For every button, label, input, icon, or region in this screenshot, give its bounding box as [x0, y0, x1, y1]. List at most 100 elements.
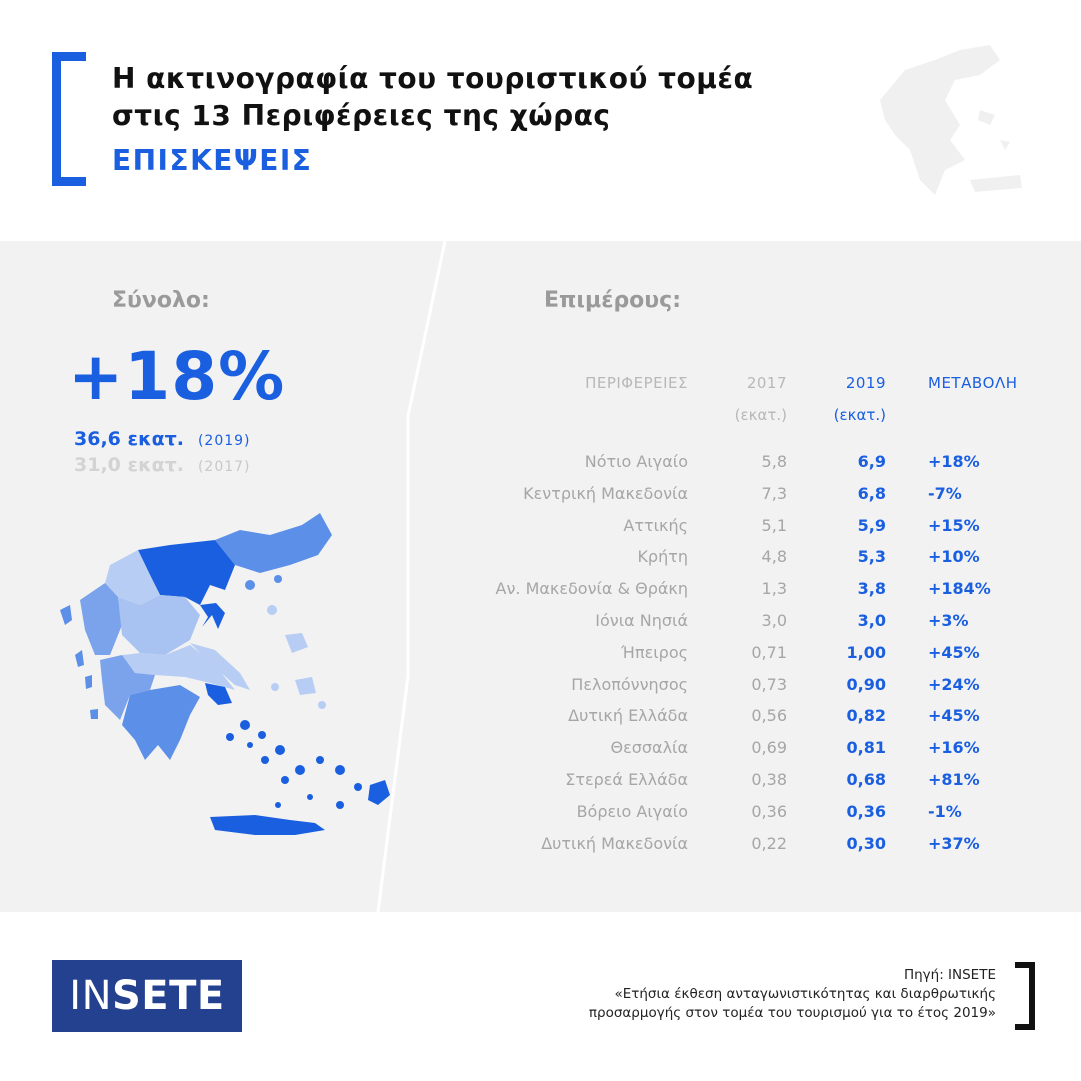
row-2017: 7,3 [761, 483, 787, 503]
row-change: +18% [928, 452, 980, 471]
table-row: Ιόνια Νησιά 3,0 3,0 +3% [0, 609, 1081, 641]
map-region-west-macedonia [105, 550, 160, 605]
row-region: Κρήτη [637, 547, 688, 567]
total-change: +18% [68, 338, 286, 415]
map-region-north-aegean [267, 605, 326, 709]
source-line-3: προσαρμογής στον τομέα του τουρισμού για… [588, 1005, 996, 1021]
source-note: Πηγή: INSETE «Ετήσια έκθεση ανταγωνιστικ… [589, 966, 996, 1023]
row-2019: 1,00 [846, 642, 886, 662]
source-line-2: «Ετήσια έκθεση ανταγωνιστικότητας και δι… [614, 986, 996, 1002]
row-change: +45% [928, 642, 980, 662]
header-bracket [52, 52, 86, 186]
greece-regions-map [60, 513, 390, 835]
row-change: +184% [928, 579, 991, 599]
total-label: Σύνολο: [112, 288, 210, 313]
total-2017: 31,0 εκατ. (2017) [74, 454, 251, 476]
row-change: +15% [928, 515, 980, 535]
table-row: Αττικής 5,1 5,9 +15% [0, 514, 1081, 546]
map-region-thessaly [118, 595, 200, 655]
row-change: +10% [928, 547, 980, 567]
row-2019: 3,0 [857, 610, 886, 630]
row-2017: 5,1 [761, 515, 787, 535]
map-region-central-macedonia [138, 540, 235, 605]
insete-logo: INSETE [52, 960, 242, 1032]
table-row: Πελοπόννησος 0,73 0,90 +24% [0, 673, 1081, 705]
regions-table: Νότιο Αιγαίο 5,8 6,9 +18% Κεντρική Μακεδονί… [0, 450, 1081, 863]
map-region-east-macedonia-thrace [215, 513, 332, 573]
map-region-ionian-islands [60, 605, 98, 719]
row-change: +45% [928, 706, 980, 726]
map-region-south-aegean [226, 720, 390, 809]
unit-2019: (εκατ.) [833, 406, 886, 424]
row-change: +24% [928, 674, 980, 694]
row-change: +37% [928, 833, 980, 853]
logo-text-bold: SETE [111, 973, 225, 1019]
row-2017: 0,36 [751, 801, 787, 821]
total-2019-year: (2019) [197, 433, 251, 449]
table-row: Ήπειρος 0,71 1,00 +45% [0, 641, 1081, 673]
column-header-2019: 2019 [845, 374, 886, 392]
row-2019: 6,8 [857, 483, 886, 503]
row-2017: 0,71 [751, 642, 787, 662]
column-header-2017: 2017 [746, 374, 787, 392]
map-region-chalkidiki [200, 603, 225, 629]
row-region: Κεντρική Μακεδονία [523, 483, 688, 503]
row-2017: 0,38 [751, 769, 787, 789]
map-region-epirus [80, 583, 122, 655]
title-line-2: στις 13 Περιφέρειες της χώρας [112, 99, 611, 132]
table-row: Στερεά Ελλάδα 0,38 0,68 +81% [0, 768, 1081, 800]
row-2019: 3,8 [857, 579, 886, 599]
row-2019: 5,9 [857, 515, 886, 535]
map-region-sterea-ellada [122, 645, 235, 690]
row-2019: 5,3 [857, 547, 886, 567]
row-region: Ήπειρος [621, 642, 688, 662]
column-header-change: ΜΕΤΑΒΟΛΗ [928, 374, 1018, 392]
table-row: Θεσσαλία 0,69 0,81 +16% [0, 736, 1081, 768]
row-2019: 0,68 [846, 769, 886, 789]
map-region-evia [190, 643, 250, 690]
table-row: Κεντρική Μακεδονία 7,3 6,8 -7% [0, 482, 1081, 514]
row-change: -1% [928, 801, 962, 821]
row-change: +81% [928, 769, 980, 789]
row-region: Θεσσαλία [610, 738, 689, 758]
total-2017-year: (2017) [197, 459, 251, 475]
table-row: Κρήτη 4,8 5,3 +10% [0, 545, 1081, 577]
table-row: Βόρειο Αιγαίο 0,36 0,36 -1% [0, 800, 1081, 832]
total-2019-value: 36,6 εκατ. [74, 428, 184, 450]
row-change: +16% [928, 738, 980, 758]
row-2019: 0,81 [846, 738, 886, 758]
row-change: +3% [928, 610, 969, 630]
row-region: Νότιο Αιγαίο [584, 452, 688, 471]
row-2019: 0,36 [846, 801, 886, 821]
row-region: Ιόνια Νησιά [595, 610, 688, 630]
row-2017: 0,69 [751, 738, 787, 758]
table-row: Αν. Μακεδονία & Θράκη 1,3 3,8 +184% [0, 577, 1081, 609]
row-2017: 1,3 [761, 579, 787, 599]
map-region-west-greece [100, 655, 155, 720]
row-2019: 6,9 [857, 452, 886, 471]
details-label: Επιμέρους: [544, 288, 681, 313]
row-region: Αν. Μακεδονία & Θράκη [495, 579, 688, 599]
row-2017: 0,22 [751, 833, 787, 853]
row-region: Δυτική Ελλάδα [568, 706, 688, 726]
row-2017: 3,0 [761, 610, 787, 630]
table-row: Δυτική Μακεδονία 0,22 0,30 +37% [0, 832, 1081, 864]
row-region: Αττικής [623, 515, 688, 535]
unit-2017: (εκατ.) [734, 406, 787, 424]
column-header-region: ΠΕΡΙΦΕΡΕΙΕΣ [585, 374, 688, 392]
row-2017: 4,8 [761, 547, 787, 567]
row-region: Στερεά Ελλάδα [565, 769, 688, 789]
panel-divider [376, 241, 447, 912]
page-subtitle: ΕΠΙΣΚΕΨΕΙΣ [112, 144, 313, 177]
footer-bracket [1015, 962, 1035, 1030]
row-2019: 0,30 [846, 833, 886, 853]
total-2019: 36,6 εκατ. (2019) [74, 428, 251, 450]
source-line-1: Πηγή: INSETE [903, 967, 996, 983]
table-row: Νότιο Αιγαίο 5,8 6,9 +18% [0, 450, 1081, 482]
table-row: Δυτική Ελλάδα 0,56 0,82 +45% [0, 704, 1081, 736]
map-region-attica [205, 683, 232, 705]
greece-map-watermark [880, 45, 1022, 195]
logo-text-light: IN [69, 973, 112, 1019]
row-2019: 0,82 [846, 706, 886, 726]
row-2017: 5,8 [761, 452, 787, 471]
